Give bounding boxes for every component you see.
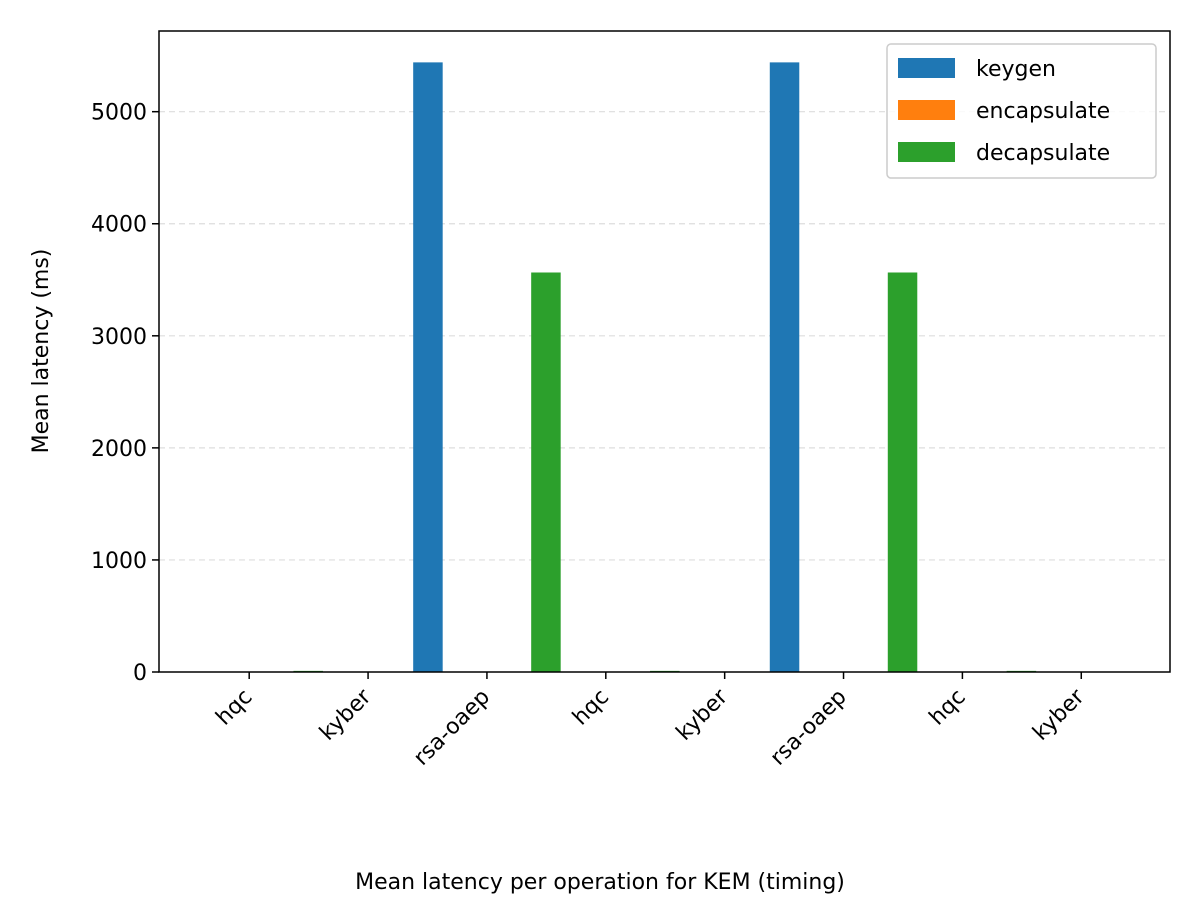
bar-keygen-rsa-oaep <box>769 62 800 672</box>
legend: keygen encapsulate decapsulate <box>886 43 1157 179</box>
legend-label-decapsulate: decapsulate <box>976 141 1110 166</box>
y-axis: 0 1000 2000 3000 4000 5000 <box>91 101 159 686</box>
chart-caption: Mean latency per operation for KEM (timi… <box>355 870 845 895</box>
legend-label-keygen: keygen <box>976 57 1056 82</box>
y-tick-label: 5000 <box>91 101 147 126</box>
legend-swatch-keygen <box>898 58 955 78</box>
legend-swatch-encapsulate <box>898 100 955 120</box>
legend-swatch-decapsulate <box>898 142 955 162</box>
y-tick-label: 3000 <box>91 325 147 350</box>
y-tick-label: 2000 <box>91 437 147 462</box>
plot-frame <box>158 30 1171 673</box>
bar-keygen-rsa-oaep <box>413 62 443 672</box>
bar-decapsulate-rsa-oaep <box>531 272 561 672</box>
bars <box>175 62 1156 672</box>
legend-label-encapsulate: encapsulate <box>976 99 1110 124</box>
y-tick-label: 0 <box>133 661 147 686</box>
y-tick-label: 1000 <box>91 549 147 574</box>
y-axis-label: Mean latency (ms) <box>29 249 54 454</box>
y-tick-label: 4000 <box>91 213 147 238</box>
bar-decapsulate-rsa-oaep <box>887 272 918 672</box>
